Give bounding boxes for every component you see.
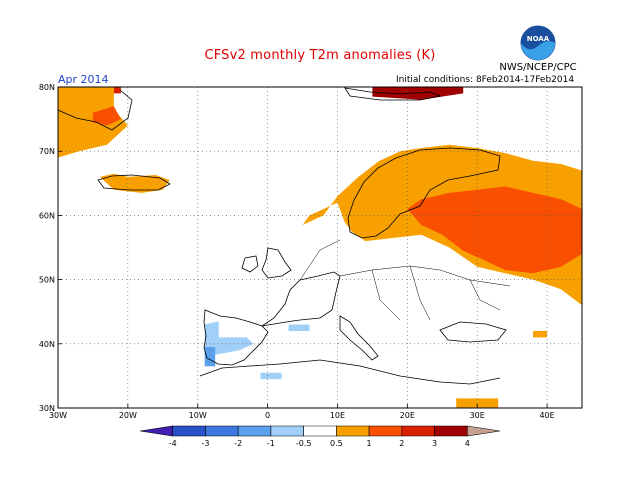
coastline-great-britain: [261, 247, 292, 279]
colorbar-label: -0.5: [296, 439, 312, 448]
colorbar-segment: [237, 425, 272, 437]
lat-tick-label: 70N: [39, 147, 55, 156]
coastline-iberia: [203, 309, 269, 366]
lon-tick-label: 40E: [539, 411, 554, 420]
anomaly-region-russia-red: [407, 186, 582, 274]
graticule: [58, 87, 582, 408]
colorbar-label: 1: [367, 439, 372, 448]
colorbar-segment: [172, 425, 206, 437]
coastlines: [58, 87, 511, 385]
colorbar-label: 2: [399, 439, 404, 448]
coastline-iceland: [97, 174, 171, 191]
noaa-logo-icon: NOAA: [519, 24, 557, 62]
colorbar-segment: [368, 425, 403, 437]
colorbar-segment: [466, 425, 501, 437]
lat-tick-label: 40N: [39, 340, 55, 349]
coastline-svalbard: [344, 87, 442, 101]
logo-text: NOAA: [527, 35, 550, 43]
coastline-scandinavia: [347, 147, 501, 239]
coastline-north-africa: [199, 359, 501, 385]
initial-conditions-label: Initial conditions: 8Feb2014-17Feb2014: [396, 75, 575, 85]
lat-tick-label: 50N: [39, 276, 55, 285]
lat-tick-label: 60N: [39, 211, 55, 220]
lon-tick-label: 0: [265, 411, 270, 420]
colorbar-label: 4: [465, 439, 470, 448]
anomaly-region-greenland-dark: [113, 87, 121, 94]
colorbar-segment: [336, 425, 370, 437]
colorbar-segment: [205, 425, 239, 437]
lon-tick-label: 10E: [330, 411, 345, 420]
coastline-greenland: [58, 89, 133, 131]
agency-label: NWS/NCEP/CPC: [499, 62, 577, 73]
lon-tick-label: 20E: [400, 411, 415, 420]
chart-title: CFSv2 monthly T2m anomalies (K): [204, 48, 436, 63]
anomaly-layer: [58, 87, 582, 408]
anomaly-region-morocco-blue: [260, 372, 282, 380]
coastline-black-sea: [439, 321, 507, 343]
anomaly-region-caspian-orange: [533, 331, 548, 338]
axis-ticks: 30W 20W 10W 0 10E 20E 30E 40E 30N 40N 50N 60N 70N 80N: [39, 83, 555, 420]
anomaly-region-arctic-dark-red: [372, 87, 464, 100]
lon-tick-label: 30W: [49, 411, 67, 420]
colorbar-label: -2: [234, 439, 242, 448]
colorbar-segment: [401, 425, 435, 437]
border-lines: [299, 239, 511, 321]
colorbar-label: -3: [201, 439, 209, 448]
colorbar-segment: [139, 425, 174, 437]
coastline-italy: [339, 315, 379, 361]
colorbar-segment: [270, 425, 304, 437]
colorbar-segment: [303, 425, 337, 437]
lon-tick-label: 10W: [189, 411, 207, 420]
colorbar-label: -4: [169, 439, 177, 448]
anomaly-region-greenland-red: [92, 106, 121, 126]
anomaly-region-iceland-orange: [99, 173, 170, 193]
map-frame: [57, 86, 583, 409]
colorbar-label: 3: [432, 439, 437, 448]
colorbar-segment: [434, 425, 468, 437]
coastline-france-uk: [261, 271, 341, 327]
colorbar-label: 0.5: [330, 439, 343, 448]
colorbar-label: -1: [267, 439, 275, 448]
lat-tick-label: 30N: [39, 404, 55, 413]
anomaly-region-balearic-blue: [288, 324, 310, 331]
lon-tick-label: 20W: [119, 411, 137, 420]
anomaly-region-iberia-blue: [204, 321, 254, 357]
coastline-ireland: [241, 255, 259, 273]
lat-tick-label: 80N: [39, 83, 55, 92]
valid-month-label: Apr 2014: [58, 73, 109, 86]
lon-tick-label: 30E: [470, 411, 485, 420]
